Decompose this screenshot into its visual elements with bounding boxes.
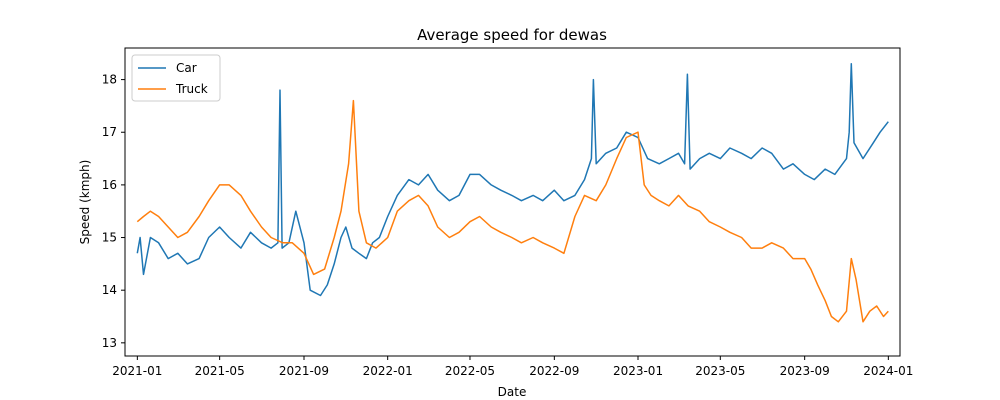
series-line-truck (136, 99, 889, 323)
y-tick-label: 14 (102, 283, 117, 297)
x-axis-label: Date (498, 385, 527, 399)
x-tick-label: 2022-05 (445, 364, 495, 378)
x-tick-label: 2024-01 (863, 364, 913, 378)
chart-title: Average speed for dewas (417, 26, 607, 44)
x-tick-label: 2023-09 (780, 364, 830, 378)
y-axis-label: Speed (kmph) (78, 160, 92, 245)
y-axis-ticks: 13 14 15 16 17 18 (102, 73, 125, 350)
x-tick-label: 2021-05 (195, 364, 245, 378)
x-tick-label: 2023-01 (613, 364, 663, 378)
plot-frame (124, 47, 901, 357)
legend-label-truck: Truck (175, 82, 208, 96)
y-tick-label: 18 (102, 73, 117, 87)
x-tick-label: 2023-05 (695, 364, 745, 378)
y-tick-label: 13 (102, 336, 117, 350)
y-tick-label: 15 (102, 231, 117, 245)
series-line-car (136, 63, 889, 297)
x-tick-label: 2021-01 (112, 364, 162, 378)
series-layer (136, 63, 889, 323)
x-tick-label: 2022-01 (363, 364, 413, 378)
y-tick-label: 16 (102, 178, 117, 192)
y-tick-label: 17 (102, 125, 117, 139)
legend-label-car: Car (176, 61, 197, 75)
legend: Car Truck (131, 54, 221, 102)
x-tick-label: 2021-09 (279, 364, 329, 378)
x-axis-ticks: 2021-01 2021-05 2021-09 2022-01 2022-05 2022-… (112, 356, 913, 378)
x-tick-label: 2022-09 (529, 364, 579, 378)
